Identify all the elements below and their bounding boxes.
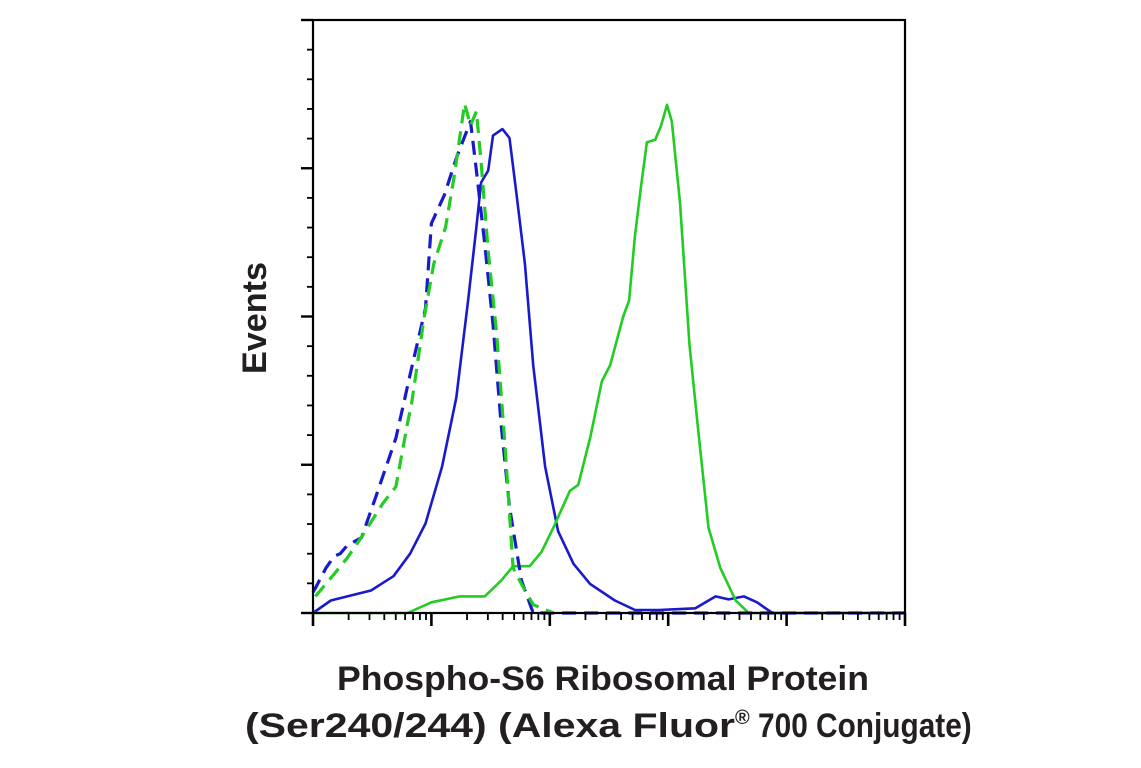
y-axis-label: Events	[236, 262, 274, 374]
x-axis-ticks	[311, 613, 907, 626]
x-axis-label-line2-suffix: 700 Conjugate)	[750, 707, 972, 745]
x-axis-label-line1: Phospho-S6 Ribosomal Protein	[337, 660, 869, 698]
x-axis-label-line2-prefix: (Ser240/244) (Alexa Fluor	[245, 707, 735, 745]
series-layer	[311, 102, 905, 615]
series-line-green-dashed	[314, 102, 555, 615]
registered-mark: ®	[735, 707, 750, 729]
series-line-blue-solid	[312, 127, 905, 615]
series-line-green-solid	[313, 103, 905, 615]
x-axis-label-line2: (Ser240/244) (Alexa Fluor® 700 Conjugate…	[245, 707, 972, 745]
y-axis-ticks	[301, 18, 313, 615]
